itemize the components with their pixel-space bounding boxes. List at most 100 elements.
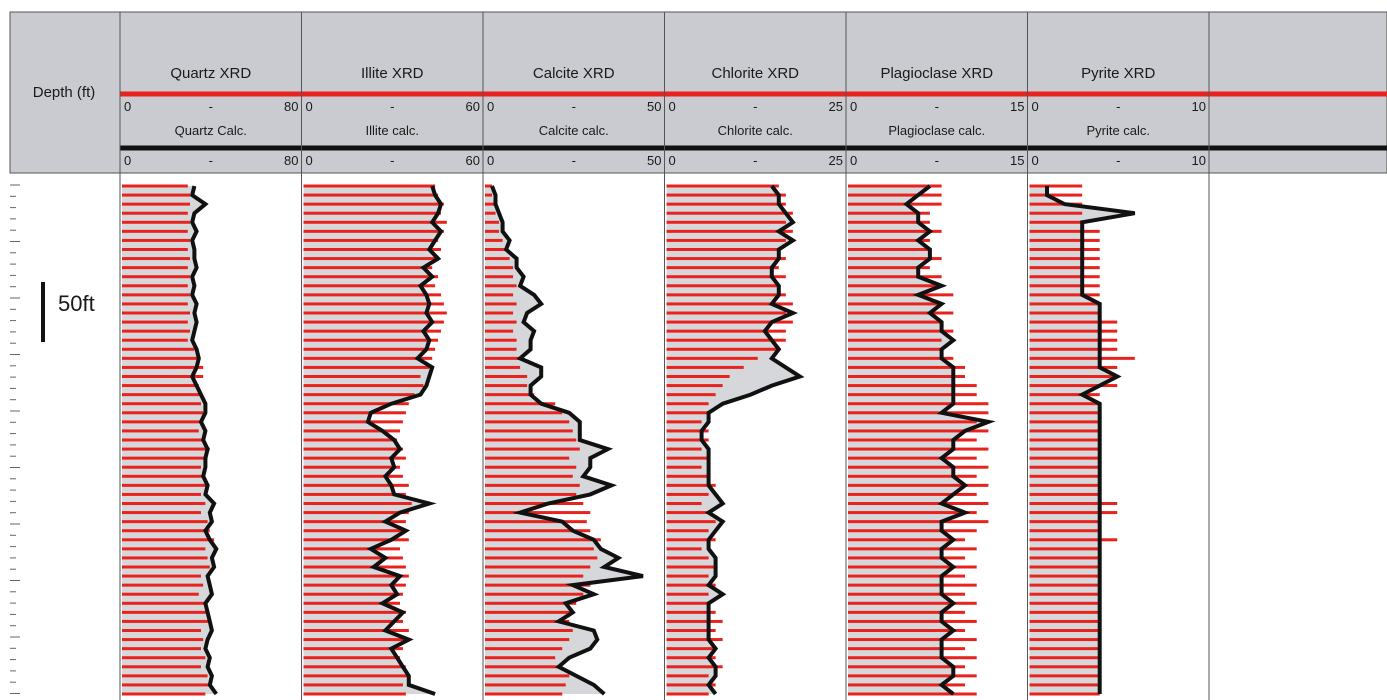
track-xrd-title: Pyrite XRD: [1081, 65, 1155, 82]
xrd-bar: [485, 656, 556, 660]
calc-scale-dash: -: [1116, 153, 1120, 168]
xrd-bar: [485, 347, 517, 351]
xrd-bar: [122, 465, 201, 469]
calc-line: [699, 184, 805, 696]
xrd-bar: [848, 375, 965, 378]
xrd-bar: [485, 384, 528, 388]
xrd-bar: [122, 565, 210, 569]
xrd-bar: [1029, 547, 1100, 551]
xrd-bar: [666, 356, 758, 360]
calc-scale-min: 0: [124, 153, 131, 168]
xrd-bar: [122, 447, 210, 451]
xrd-bar: [848, 492, 977, 496]
track-calc-title: Plagioclase calc.: [888, 123, 985, 138]
xrd-bar: [303, 538, 409, 542]
xrd-bar: [485, 338, 517, 342]
xrd-bar: [666, 384, 723, 388]
xrd-bar: [485, 619, 570, 623]
xrd-bar: [485, 284, 517, 288]
xrd-bar: [1029, 619, 1100, 623]
xrd-bar: [122, 411, 204, 415]
xrd-bar: [122, 202, 191, 206]
xrd-bar: [303, 384, 424, 388]
xrd-bar: [303, 429, 401, 433]
xrd-bar: [122, 665, 201, 669]
xrd-bar: [666, 257, 786, 261]
xrd-bar: [666, 665, 723, 669]
xrd-bar: [122, 683, 210, 687]
track-quartz-xrd: Quartz XRD Quartz Calc. 0 - 80 0 - 80: [122, 12, 302, 700]
xrd-bar: [122, 547, 206, 551]
xrd-bar: [122, 365, 204, 369]
xrd-bar: [303, 338, 439, 342]
xrd-bar: [666, 683, 716, 687]
xrd-bar: [122, 638, 204, 642]
xrd-bar: [303, 257, 436, 261]
xrd-bar: [666, 393, 716, 397]
xrd-bar: [303, 592, 403, 596]
xrd-scale-min: 0: [850, 99, 857, 114]
xrd-bar: [303, 674, 409, 678]
xrd-bar: [848, 184, 942, 188]
xrd-bar: [303, 529, 403, 533]
xrd-bar: [122, 211, 188, 215]
xrd-bar: [122, 483, 208, 487]
xrd-bar: [303, 220, 447, 224]
xrd-bar: [848, 393, 977, 397]
xrd-bar: [666, 275, 786, 279]
xrd-bar: [1029, 529, 1100, 533]
xrd-bar: [848, 511, 977, 515]
xrd-bar: [1029, 483, 1100, 487]
xrd-bar: [666, 193, 786, 197]
xrd-bar: [485, 556, 598, 560]
xrd-bar: [303, 356, 433, 360]
xrd-bar: [485, 248, 507, 251]
calc-line: [189, 185, 219, 696]
xrd-bar: [485, 547, 594, 551]
xrd-bar: [122, 266, 188, 270]
xrd-bar: [666, 601, 709, 605]
xrd-bar: [1029, 511, 1118, 515]
xrd-bar: [666, 402, 709, 406]
xrd-bar: [303, 402, 409, 406]
xrd-bar: [666, 619, 723, 623]
xrd-bar: [303, 629, 409, 632]
xrd-bar: [666, 311, 786, 315]
scale-bar-label: 50ft: [58, 291, 95, 316]
xrd-bar: [848, 529, 977, 533]
xrd-bar: [666, 202, 786, 206]
xrd-bar: [1029, 329, 1118, 333]
xrd-bar: [848, 365, 965, 369]
xrd-bar: [122, 193, 191, 197]
xrd-bar: [1029, 320, 1118, 324]
track-xrd-title: Plagioclase XRD: [880, 65, 993, 82]
xrd-bar: [485, 511, 591, 515]
xrd-bar: [848, 402, 989, 406]
xrd-scale-max: 25: [829, 99, 843, 114]
xrd-bar: [303, 411, 406, 415]
xrd-bar: [485, 438, 577, 442]
xrd-bar: [1029, 238, 1100, 242]
xrd-bar: [1029, 220, 1083, 224]
xrd-bar: [303, 293, 441, 297]
xrd-scale-dash: -: [753, 99, 757, 114]
xrd-bar: [848, 665, 965, 669]
xrd-bar: [485, 692, 563, 696]
xrd-bar: [666, 411, 709, 415]
xrd-bar: [1029, 257, 1100, 261]
xrd-bar: [485, 293, 514, 297]
xrd-bar: [303, 365, 430, 369]
depth-header-label: Depth (ft): [33, 84, 96, 101]
xrd-bar: [485, 393, 535, 397]
xrd-bar: [666, 329, 786, 333]
xrd-bar: [485, 665, 563, 669]
calc-scale-min: 0: [487, 153, 494, 168]
xrd-bar: [1029, 647, 1100, 651]
xrd-bar: [848, 384, 977, 388]
xrd-bar: [848, 656, 977, 660]
xrd-bar: [1029, 375, 1118, 378]
xrd-scale-dash: -: [935, 99, 939, 114]
xrd-bar: [666, 556, 709, 560]
xrd-scale-dash: -: [1116, 99, 1120, 114]
xrd-bar: [485, 529, 591, 533]
